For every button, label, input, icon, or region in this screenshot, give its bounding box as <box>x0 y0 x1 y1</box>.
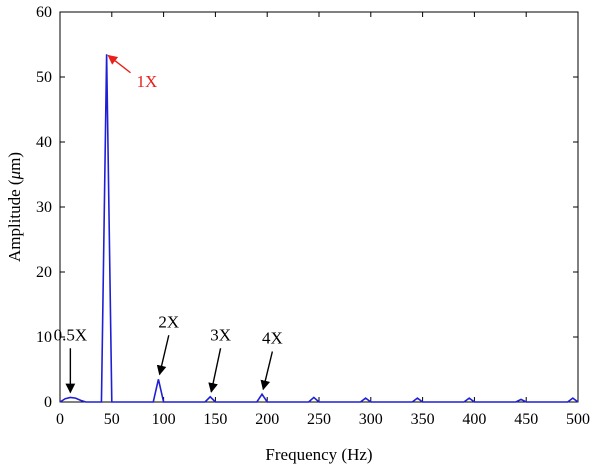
annotation-label: 3X <box>210 325 231 344</box>
y-tick-label: 40 <box>36 134 52 151</box>
annotation-arrow <box>208 348 222 393</box>
x-tick-label: 500 <box>566 411 590 428</box>
annotation-label: 2X <box>158 312 179 331</box>
annotation-arrow <box>156 335 170 376</box>
annotation-label: 1X <box>137 72 158 91</box>
y-axis-ticks: 0 10 20 30 40 50 60 <box>36 4 578 411</box>
y-axis-label-prefix: Amplitude ( <box>5 179 24 262</box>
x-tick-label: 100 <box>152 411 176 428</box>
x-tick-label: 250 <box>307 411 331 428</box>
y-axis-label: Amplitude (μm) <box>5 152 24 262</box>
annotation-arrow <box>107 54 131 74</box>
plot-area <box>59 11 579 403</box>
y-tick-label: 20 <box>36 264 52 281</box>
y-tick-label: 60 <box>36 4 52 21</box>
x-axis-label: Frequency (Hz) <box>265 445 372 464</box>
x-tick-label: 200 <box>255 411 279 428</box>
x-tick-label: 150 <box>203 411 227 428</box>
x-tick-label: 0 <box>56 411 64 428</box>
y-tick-label: 0 <box>44 394 52 411</box>
peak-annotations: 1X 0.5X 2X 3X 4X <box>54 54 283 394</box>
y-tick-label: 30 <box>36 199 52 216</box>
amplitude-series-line <box>59 54 579 403</box>
annotation-label: 4X <box>262 329 283 348</box>
x-tick-label: 300 <box>359 411 383 428</box>
x-tick-label: 450 <box>514 411 538 428</box>
x-tick-label: 400 <box>462 411 486 428</box>
y-tick-label: 50 <box>36 69 52 86</box>
y-axis-label-mu: μ <box>5 171 24 181</box>
x-tick-label: 50 <box>104 411 120 428</box>
x-axis-ticks: 0 50 100 150 200 250 300 350 400 450 500 <box>56 12 590 428</box>
y-tick-label: 10 <box>36 329 52 346</box>
annotation-label: 0.5X <box>54 325 88 344</box>
plot-frame <box>59 11 579 403</box>
x-tick-label: 350 <box>411 411 435 428</box>
annotation-arrow <box>260 351 274 391</box>
y-axis-label-suffix: m) <box>5 152 24 171</box>
